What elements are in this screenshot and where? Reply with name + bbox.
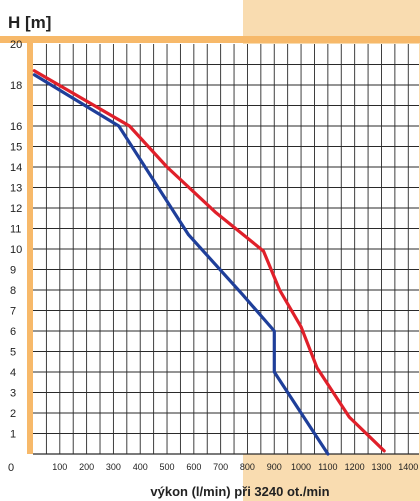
series-red-line — [32, 69, 386, 453]
y-tick-label: 9 — [10, 265, 16, 277]
x-tick-label: 700 — [213, 462, 228, 472]
x-tick-label: 1000 — [291, 462, 311, 472]
y-tick-label: 14 — [10, 162, 22, 174]
origin-label: 0 — [8, 462, 14, 474]
plot-frame-left — [27, 36, 33, 454]
y-tick-label: 6 — [10, 326, 16, 338]
series-blue-line — [32, 73, 330, 456]
x-tick-label: 500 — [160, 462, 175, 472]
y-tick-label: 7 — [10, 306, 16, 318]
x-tick-label: 1400 — [398, 462, 418, 472]
y-tick-label: 15 — [10, 142, 22, 154]
y-tick-label: 11 — [10, 224, 21, 236]
x-tick-label: 400 — [133, 462, 148, 472]
y-axis-label: H [m] — [8, 13, 51, 32]
x-tick-label: 1300 — [371, 462, 391, 472]
y-tick-label: 1 — [10, 429, 16, 441]
y-tick-label: 16 — [10, 121, 22, 133]
x-axis-label: výkon (l/min) při 3240 ot./min — [150, 484, 329, 499]
y-tick-label: 18 — [10, 80, 22, 92]
y-tick-label: 8 — [10, 285, 16, 297]
grid — [33, 44, 419, 455]
x-tick-label: 800 — [240, 462, 255, 472]
x-tick-label: 100 — [52, 462, 67, 472]
y-tick-label: 4 — [10, 367, 16, 379]
x-tick-label: 600 — [186, 462, 201, 472]
plot-frame-top — [0, 36, 420, 43]
x-tick-label: 900 — [267, 462, 282, 472]
y-tick-label: 12 — [10, 203, 22, 215]
x-tick-labels: 100 200 300 400 500 600 700 800 900 1000 1100 1200 1… — [52, 462, 418, 472]
series-group — [32, 69, 386, 456]
y-tick-label: 5 — [10, 347, 16, 359]
x-tick-label: 1200 — [345, 462, 365, 472]
x-tick-label: 1100 — [318, 462, 337, 472]
y-tick-label: 13 — [10, 183, 22, 195]
y-tick-label: 10 — [10, 244, 22, 256]
x-tick-label: 200 — [79, 462, 94, 472]
y-tick-label: 2 — [10, 408, 16, 420]
y-tick-label: 3 — [10, 388, 16, 400]
y-tick-label: 20 — [10, 39, 22, 51]
x-tick-label: 300 — [106, 462, 121, 472]
